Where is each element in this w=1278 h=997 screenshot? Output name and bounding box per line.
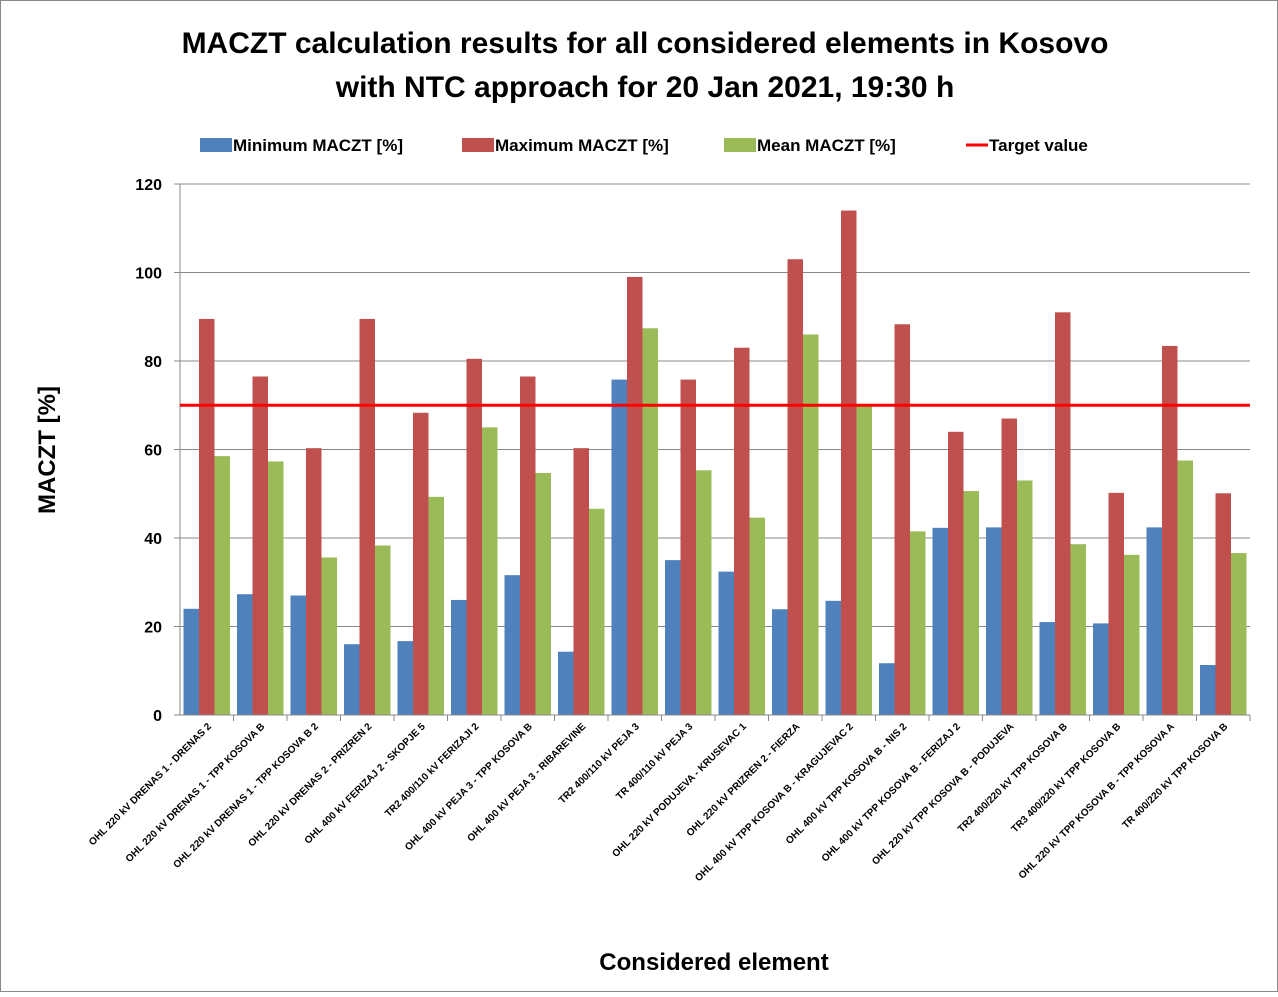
bar — [413, 412, 429, 715]
bar — [252, 376, 268, 715]
bar — [642, 328, 658, 715]
bar — [290, 595, 306, 715]
bar — [306, 448, 322, 715]
bar — [1177, 460, 1193, 715]
bar — [1162, 345, 1178, 715]
bar — [1001, 418, 1017, 715]
bar — [589, 508, 605, 715]
bar — [841, 210, 857, 716]
y-tick-label: 40 — [144, 531, 162, 548]
bar — [910, 531, 926, 715]
bar — [1108, 492, 1124, 715]
bar — [1055, 312, 1071, 715]
y-tick-label: 100 — [135, 266, 162, 283]
bar — [1124, 554, 1140, 715]
chart-title: with NTC approach for 20 Jan 2021, 19:30… — [335, 71, 955, 104]
bar — [535, 472, 551, 715]
legend-label: Target value — [989, 136, 1088, 155]
bar — [1070, 544, 1086, 715]
bar — [825, 600, 841, 715]
bar — [1231, 553, 1247, 715]
bar — [627, 276, 643, 715]
bar — [948, 431, 964, 715]
bar — [772, 609, 788, 715]
bar — [344, 644, 360, 715]
legend-swatch — [462, 138, 494, 152]
bar — [482, 427, 498, 715]
y-tick-label: 60 — [144, 443, 162, 460]
bar — [1215, 493, 1231, 715]
bar — [1146, 527, 1162, 715]
bar — [611, 379, 627, 715]
bar — [734, 347, 750, 715]
bar — [749, 517, 765, 715]
bar — [214, 456, 230, 715]
bar — [428, 496, 444, 715]
legend-label: Mean MACZT [%] — [757, 136, 896, 155]
bar — [856, 405, 872, 715]
legend-swatch — [200, 138, 232, 152]
bar — [1093, 623, 1109, 715]
bar — [787, 259, 803, 715]
bar — [237, 594, 253, 715]
y-axis-label: MACZT [%] — [34, 386, 61, 514]
y-tick-label: 80 — [144, 354, 162, 371]
bar — [696, 470, 712, 715]
bar — [1017, 480, 1033, 715]
bar — [894, 324, 910, 715]
bar — [1039, 622, 1055, 715]
legend-swatch — [724, 138, 756, 152]
bar — [558, 651, 574, 715]
bar — [520, 376, 536, 715]
bar — [397, 641, 413, 715]
y-tick-label: 0 — [153, 708, 162, 725]
bar — [718, 571, 734, 715]
bar — [451, 599, 467, 715]
legend-label: Maximum MACZT [%] — [495, 136, 669, 155]
bar — [680, 379, 696, 715]
bar — [321, 557, 337, 715]
y-tick-label: 20 — [144, 620, 162, 637]
y-tick-label: 120 — [135, 177, 162, 194]
bar — [1200, 664, 1216, 715]
bar — [932, 527, 948, 715]
bar — [963, 491, 979, 715]
legend-label: Minimum MACZT [%] — [233, 136, 403, 155]
x-axis-label: Considered element — [599, 949, 828, 976]
bar — [665, 560, 681, 715]
bar — [466, 358, 482, 715]
bar — [986, 527, 1002, 715]
chart-title: MACZT calculation results for all consid… — [182, 27, 1109, 60]
bar — [359, 318, 375, 715]
bar — [803, 334, 819, 715]
bar — [375, 545, 391, 715]
bar — [268, 461, 284, 715]
bar — [573, 448, 589, 715]
bar — [504, 575, 520, 715]
bar — [879, 663, 895, 715]
bar — [199, 318, 215, 715]
bar — [183, 608, 199, 715]
